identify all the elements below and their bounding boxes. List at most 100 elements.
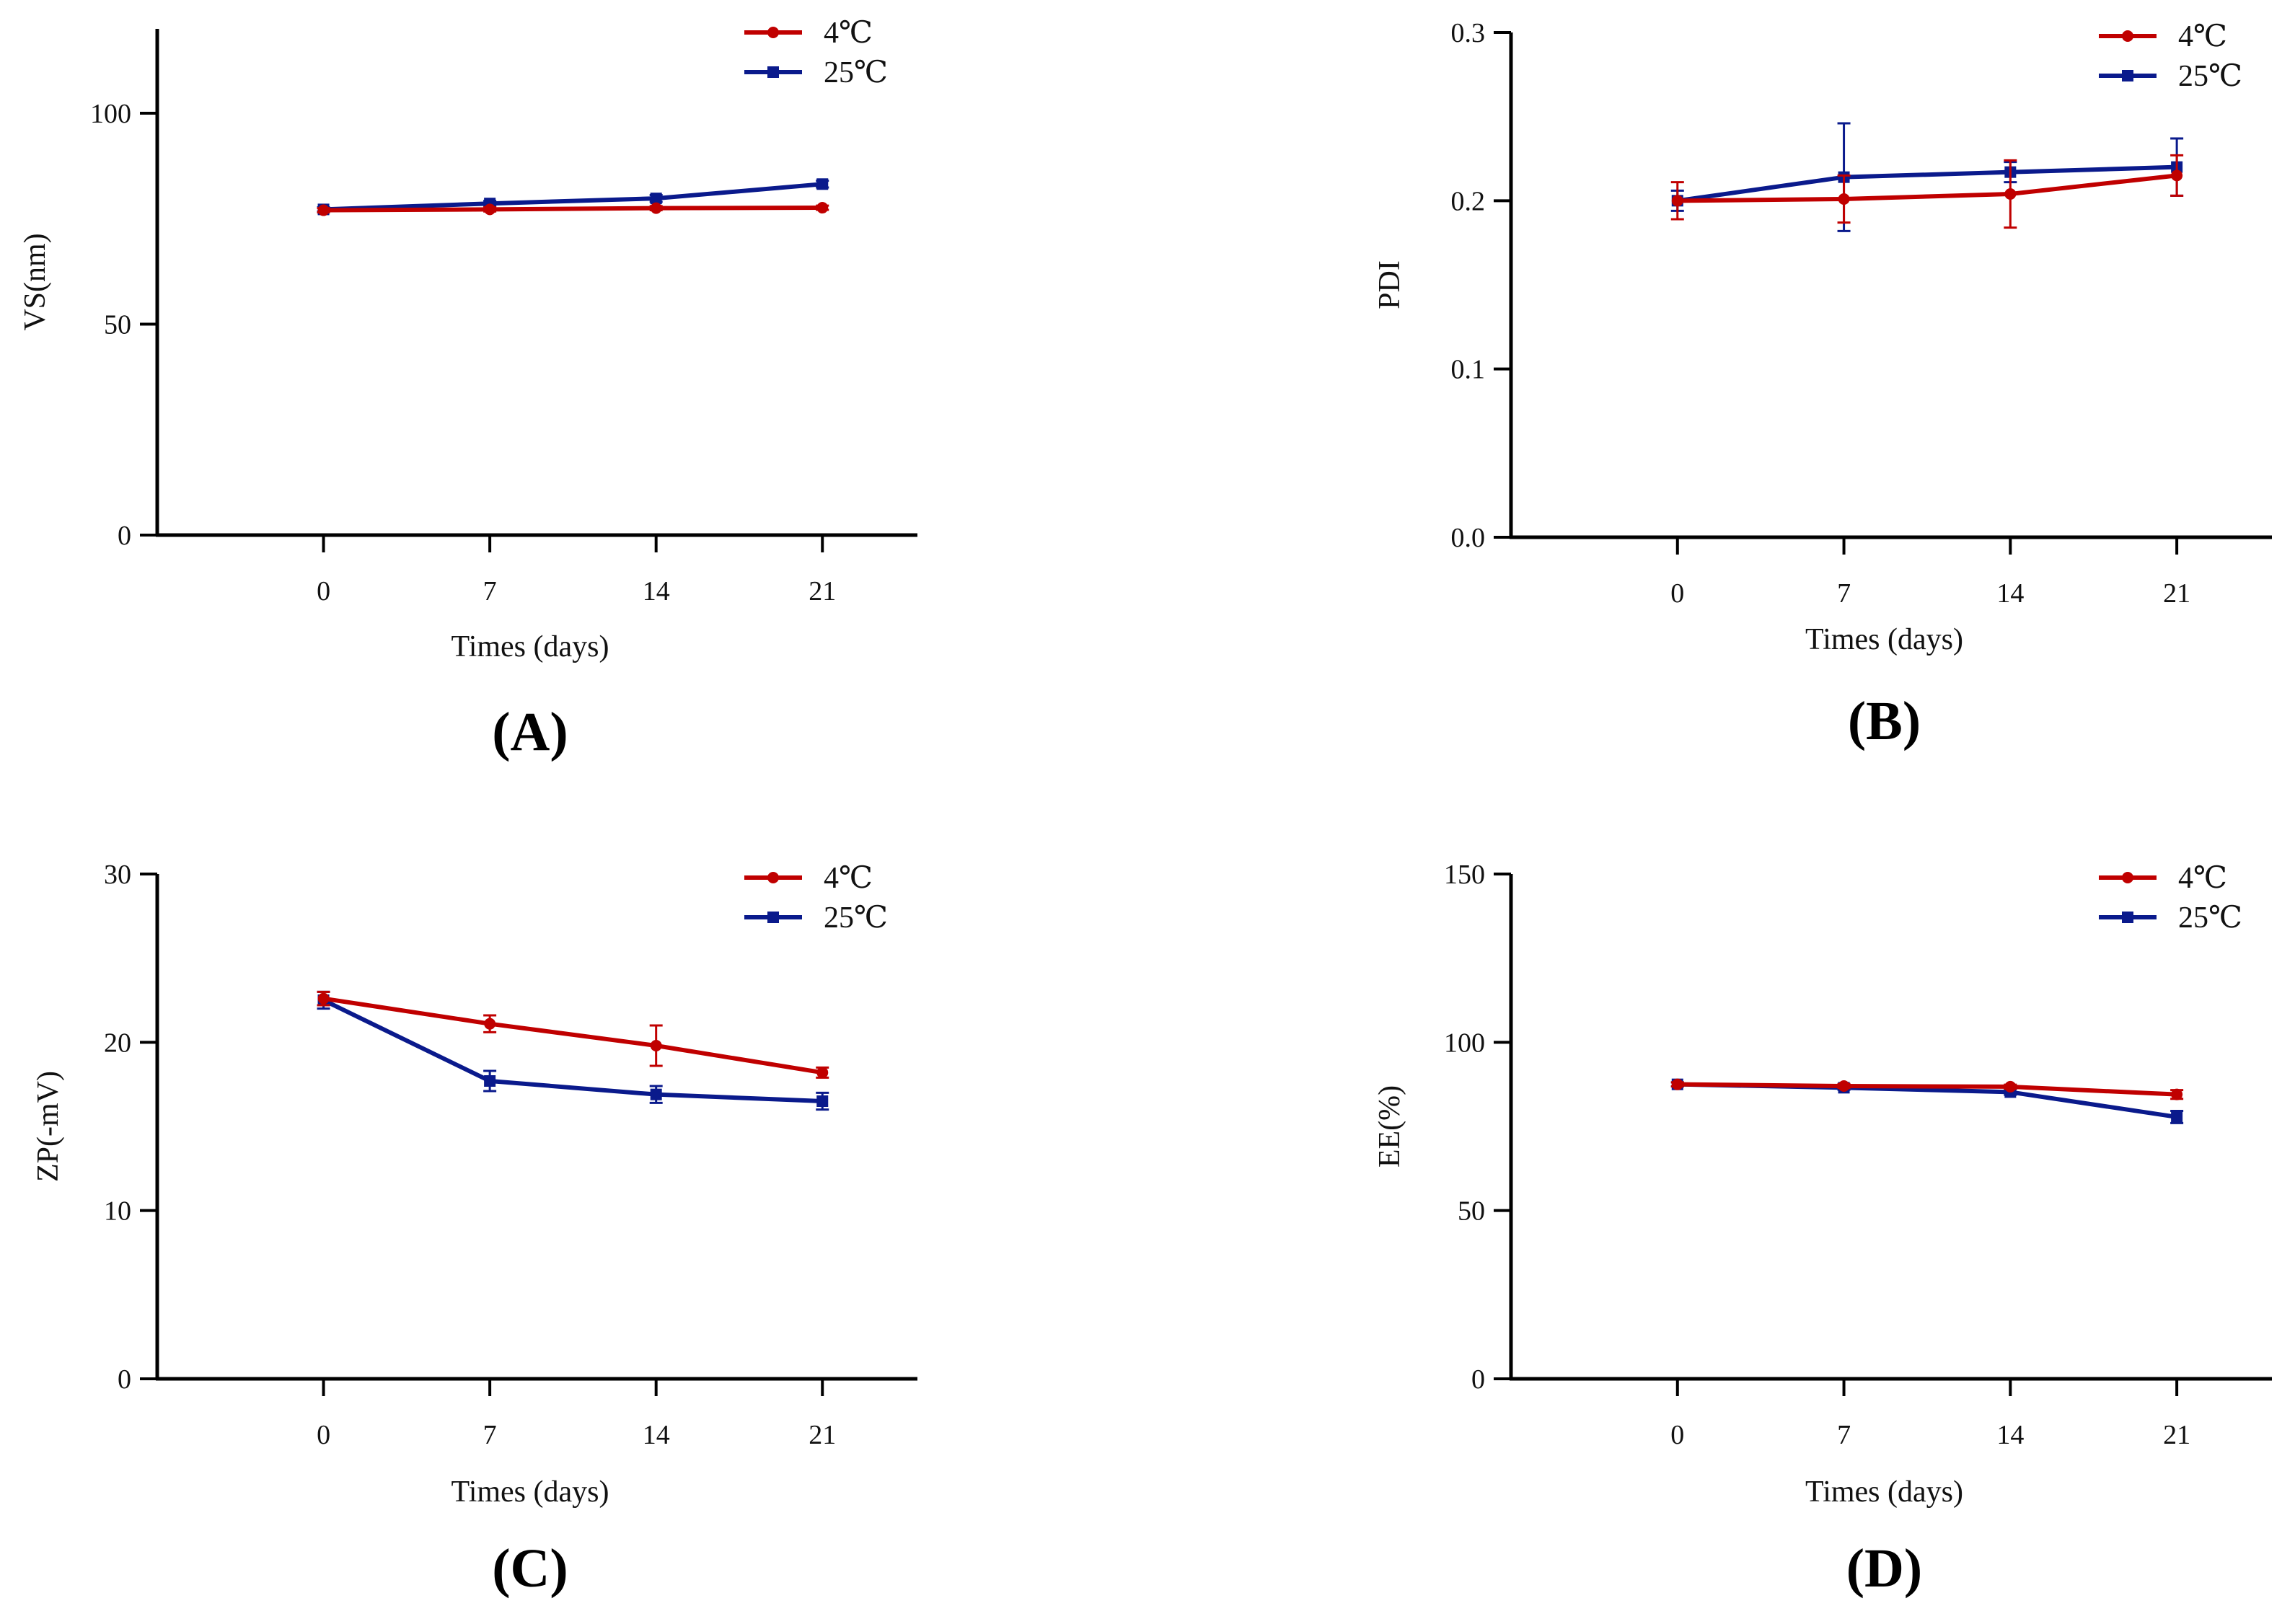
x-axis-title: Times (days) <box>1805 623 1963 656</box>
panel-label: (D) <box>1846 1538 1923 1599</box>
y-tick-label: 0 <box>118 1364 131 1395</box>
data-point <box>484 1018 496 1030</box>
y-tick-label: 10 <box>104 1196 131 1227</box>
data-point <box>816 1067 829 1079</box>
y-tick-label: 50 <box>1458 1196 1485 1227</box>
series-25c <box>1670 122 2184 232</box>
legend-label: 25℃ <box>824 56 888 89</box>
x-tick-label: 0 <box>317 1420 330 1450</box>
legend-label: 4℃ <box>824 862 873 895</box>
data-point <box>650 193 662 205</box>
y-tick-label: 20 <box>104 1028 131 1058</box>
data-point <box>816 1095 829 1107</box>
series-line <box>1677 173 2177 203</box>
data-point <box>650 1040 662 1051</box>
legend-marker <box>767 66 779 78</box>
x-tick-label: 21 <box>809 1420 836 1450</box>
legend-marker <box>2122 70 2133 81</box>
legend-marker <box>2122 912 2133 923</box>
y-tick-label: 0.1 <box>1451 355 1486 385</box>
legend: 4℃25℃ <box>744 17 888 89</box>
legend-label: 25℃ <box>2178 901 2242 935</box>
data-point <box>2004 188 2017 200</box>
data-point <box>2171 1088 2183 1100</box>
series-4c <box>1670 154 2184 229</box>
y-axis-title: ZP(-mV) <box>32 1071 65 1182</box>
legend-marker <box>2122 30 2133 42</box>
data-point <box>1671 1078 1683 1090</box>
x-axis-title: Times (days) <box>451 630 609 663</box>
series-line <box>1677 164 2177 203</box>
series-line <box>1677 1082 2177 1097</box>
x-tick-label: 7 <box>1837 1420 1851 1450</box>
series-line <box>323 206 823 213</box>
data-point <box>317 204 330 216</box>
panel-label: (B) <box>1848 691 1921 751</box>
y-tick-label: 50 <box>104 310 131 340</box>
legend-label: 25℃ <box>824 901 888 935</box>
data-point <box>1838 1080 1850 1092</box>
series-line <box>322 998 823 1103</box>
series-line <box>323 182 823 212</box>
data-point <box>317 992 330 1005</box>
data-point <box>650 1088 662 1100</box>
data-point <box>484 1075 496 1087</box>
y-tick-label: 30 <box>104 860 131 890</box>
legend-label: 4℃ <box>824 17 873 50</box>
legend: 4℃25℃ <box>744 862 888 935</box>
legend: 4℃25℃ <box>2099 862 2242 935</box>
x-tick-label: 21 <box>2163 1420 2190 1450</box>
x-tick-label: 0 <box>1670 1420 1684 1450</box>
y-tick-label: 0 <box>1471 1364 1485 1395</box>
data-point <box>484 203 496 216</box>
y-axis-title: VS(nm) <box>19 233 52 330</box>
x-tick-label: 0 <box>1670 578 1684 609</box>
data-point <box>2004 1080 2017 1093</box>
legend-marker <box>767 27 779 38</box>
data-point <box>1838 193 1850 205</box>
x-tick-label: 7 <box>483 576 497 606</box>
legend: 4℃25℃ <box>2099 20 2242 93</box>
y-tick-label: 100 <box>1444 1028 1485 1058</box>
legend-label: 4℃ <box>2178 862 2227 895</box>
x-tick-label: 14 <box>1996 578 2024 609</box>
y-tick-label: 100 <box>90 99 131 129</box>
panel-label: (A) <box>492 702 568 762</box>
x-tick-label: 14 <box>1996 1420 2024 1450</box>
x-tick-label: 14 <box>643 576 670 606</box>
y-axis-title: PDI <box>1373 260 1406 309</box>
data-point <box>816 202 829 214</box>
x-tick-label: 14 <box>643 1420 670 1450</box>
x-axis-title: Times (days) <box>451 1475 609 1509</box>
series-4c <box>317 990 829 1079</box>
series-line <box>323 996 823 1075</box>
legend-marker <box>2122 872 2133 883</box>
y-tick-label: 0.2 <box>1451 186 1486 216</box>
x-tick-label: 0 <box>317 576 330 606</box>
y-tick-label: 0.0 <box>1451 523 1486 553</box>
series-4c <box>317 202 829 216</box>
panel-label: (C) <box>492 1538 568 1599</box>
legend-label: 4℃ <box>2178 20 2227 53</box>
x-tick-label: 21 <box>2163 578 2190 609</box>
legend-marker <box>767 872 779 883</box>
series-4c <box>1670 1078 2184 1100</box>
y-tick-label: 150 <box>1444 860 1485 890</box>
y-axis-title: EE(%) <box>1373 1085 1406 1168</box>
data-point <box>2171 1111 2183 1123</box>
data-point <box>650 202 662 214</box>
data-point <box>2171 169 2183 182</box>
x-axis-title: Times (days) <box>1805 1475 1963 1509</box>
y-tick-label: 0 <box>118 521 131 551</box>
data-point <box>816 178 829 190</box>
x-tick-label: 7 <box>1837 578 1851 609</box>
data-point <box>1671 195 1683 207</box>
x-tick-label: 7 <box>483 1420 497 1450</box>
y-tick-label: 0.3 <box>1451 18 1486 48</box>
legend-marker <box>767 912 779 923</box>
x-tick-label: 21 <box>809 576 836 606</box>
